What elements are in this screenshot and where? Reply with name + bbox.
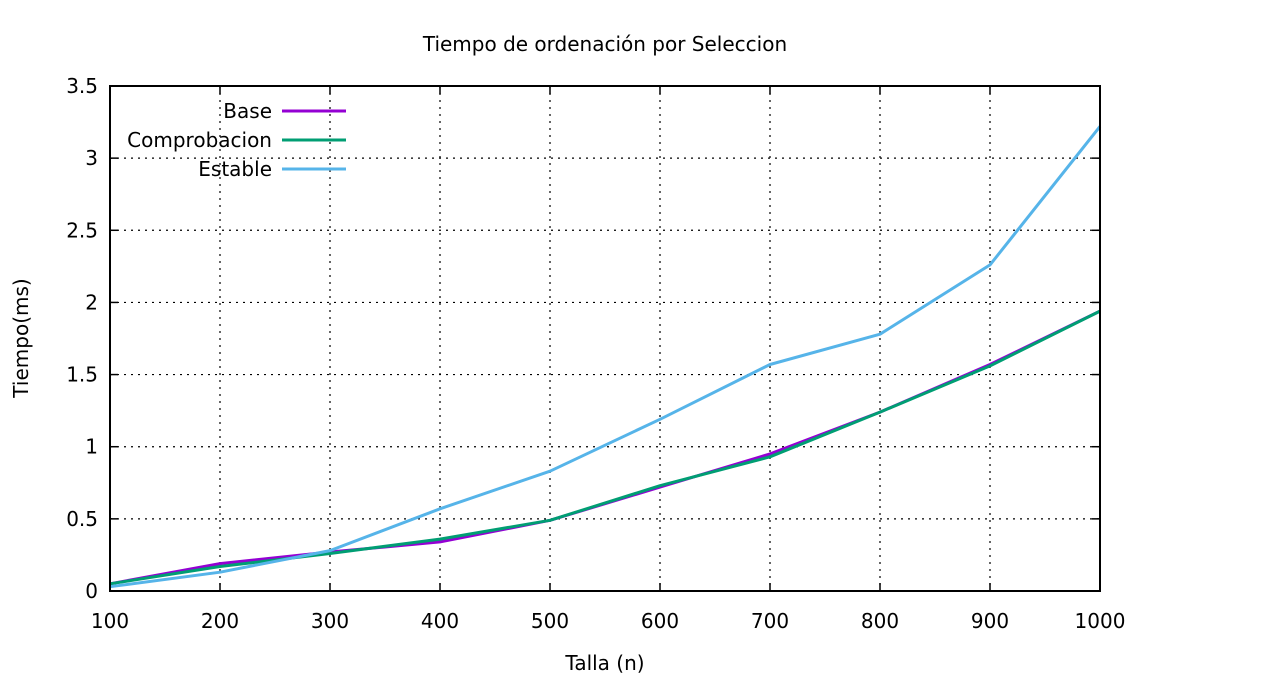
y-tick-label: 0.5	[66, 507, 98, 531]
x-tick-label: 100	[91, 609, 129, 633]
series-lines	[109, 125, 1102, 589]
x-tick-label: 300	[311, 609, 349, 633]
legend-label-estable: Estable	[198, 157, 272, 181]
x-tick-label: 400	[421, 609, 459, 633]
x-tick-label: 600	[641, 609, 679, 633]
y-tick-label: 0	[85, 579, 98, 603]
x-tick-label: 1000	[1075, 609, 1126, 633]
legend: Base Comprobacion Estable	[127, 99, 346, 181]
x-axis-label: Talla (n)	[564, 651, 644, 675]
x-tick-label: 800	[861, 609, 899, 633]
y-tick-label: 3.5	[66, 74, 98, 98]
x-axis-ticks: 100 200 300 400 500 600 700 800 900 1000	[91, 86, 1126, 633]
x-tick-label: 500	[531, 609, 569, 633]
chart-title: Tiempo de ordenación por Seleccion	[422, 32, 787, 56]
series-line-comprobacion	[109, 309, 1101, 586]
y-tick-label: 1.5	[66, 363, 98, 387]
y-tick-label: 2	[85, 290, 98, 314]
y-tick-label: 3	[85, 146, 98, 170]
x-tick-label: 900	[971, 609, 1009, 633]
x-tick-label: 700	[751, 609, 789, 633]
x-tick-label: 200	[201, 609, 239, 633]
y-tick-label: 2.5	[66, 218, 98, 242]
y-axis-ticks: 0 0.5 1 1.5 2 2.5 3 3.5	[66, 74, 1100, 603]
series-line-estable	[109, 125, 1102, 589]
y-axis-label: Tiempo(ms)	[9, 278, 33, 398]
legend-label-comprobacion: Comprobacion	[127, 128, 272, 152]
y-tick-label: 1	[85, 435, 98, 459]
series-line-base	[109, 309, 1101, 586]
legend-label-base: Base	[223, 99, 272, 123]
plot-frame	[109, 85, 1101, 592]
